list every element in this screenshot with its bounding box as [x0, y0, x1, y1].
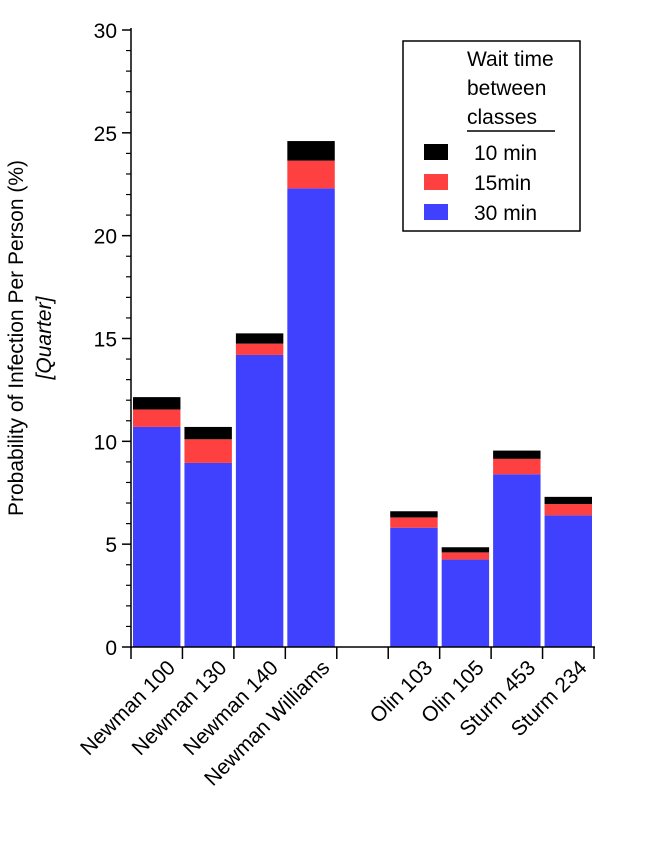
y-tick-label-7: 30 [94, 20, 117, 43]
y-axis-label: Probability of Infection Per Person (%) [5, 160, 28, 516]
bar-segment-1-4 [287, 188, 335, 648]
legend-swatch-2 [424, 174, 448, 190]
bar-segment-3-2 [184, 426, 232, 440]
bar-segment-2-8 [493, 458, 541, 475]
legend-title-line-2: between [467, 77, 546, 100]
y-tick-label-4: 15 [94, 329, 117, 352]
y-tick-label-1: 0 [105, 637, 117, 660]
bar-segment-3-3 [235, 333, 284, 344]
y-tick-label-2: 5 [105, 534, 117, 557]
bar-segment-3-4 [287, 141, 335, 161]
bar-segment-3-7 [441, 547, 490, 553]
y-tick-label-3: 10 [94, 431, 117, 454]
bar-segment-1-1 [133, 426, 181, 647]
bar-segment-1-9 [544, 515, 592, 647]
bar-segment-1-6 [390, 527, 438, 647]
bar-segment-1-2 [184, 462, 232, 647]
legend: Wait time between classes 10 min 15min 30 min [402, 40, 581, 232]
legend-box [402, 40, 581, 232]
legend-label-3: 30 min [474, 202, 537, 225]
bar-segment-3-9 [544, 496, 592, 505]
bar-segment-1-3 [235, 354, 284, 647]
bar-segment-2-7 [441, 552, 490, 560]
legend-label-1: 10 min [474, 142, 537, 165]
y-tick-label-6: 25 [94, 123, 117, 146]
bar-segment-2-2 [184, 439, 232, 463]
legend-title-line-3: classes [467, 106, 537, 129]
bar-segment-1-7 [441, 559, 490, 647]
legend-swatch-3 [424, 204, 448, 220]
legend-title-line-1: Wait time [467, 48, 554, 71]
bars-layer [133, 141, 592, 648]
bar-segment-2-3 [235, 343, 284, 355]
y-axis-sublabel: [Quarter] [33, 295, 56, 380]
y-tick-label-5: 20 [94, 226, 117, 249]
bar-segment-2-9 [544, 504, 592, 516]
bar-segment-3-1 [133, 397, 181, 410]
axes-layer [122, 28, 595, 659]
bar-segment-3-8 [493, 450, 541, 459]
bar-segment-2-4 [287, 160, 335, 189]
bar-segment-2-1 [133, 409, 181, 427]
legend-label-2: 15min [474, 172, 531, 195]
legend-swatch-1 [424, 144, 448, 160]
y-tick-labels: 0 5 10 15 20 25 30 [94, 20, 117, 660]
bar-segment-3-6 [390, 511, 438, 518]
bar-segment-1-8 [493, 474, 541, 647]
bar-segment-2-6 [390, 517, 438, 528]
